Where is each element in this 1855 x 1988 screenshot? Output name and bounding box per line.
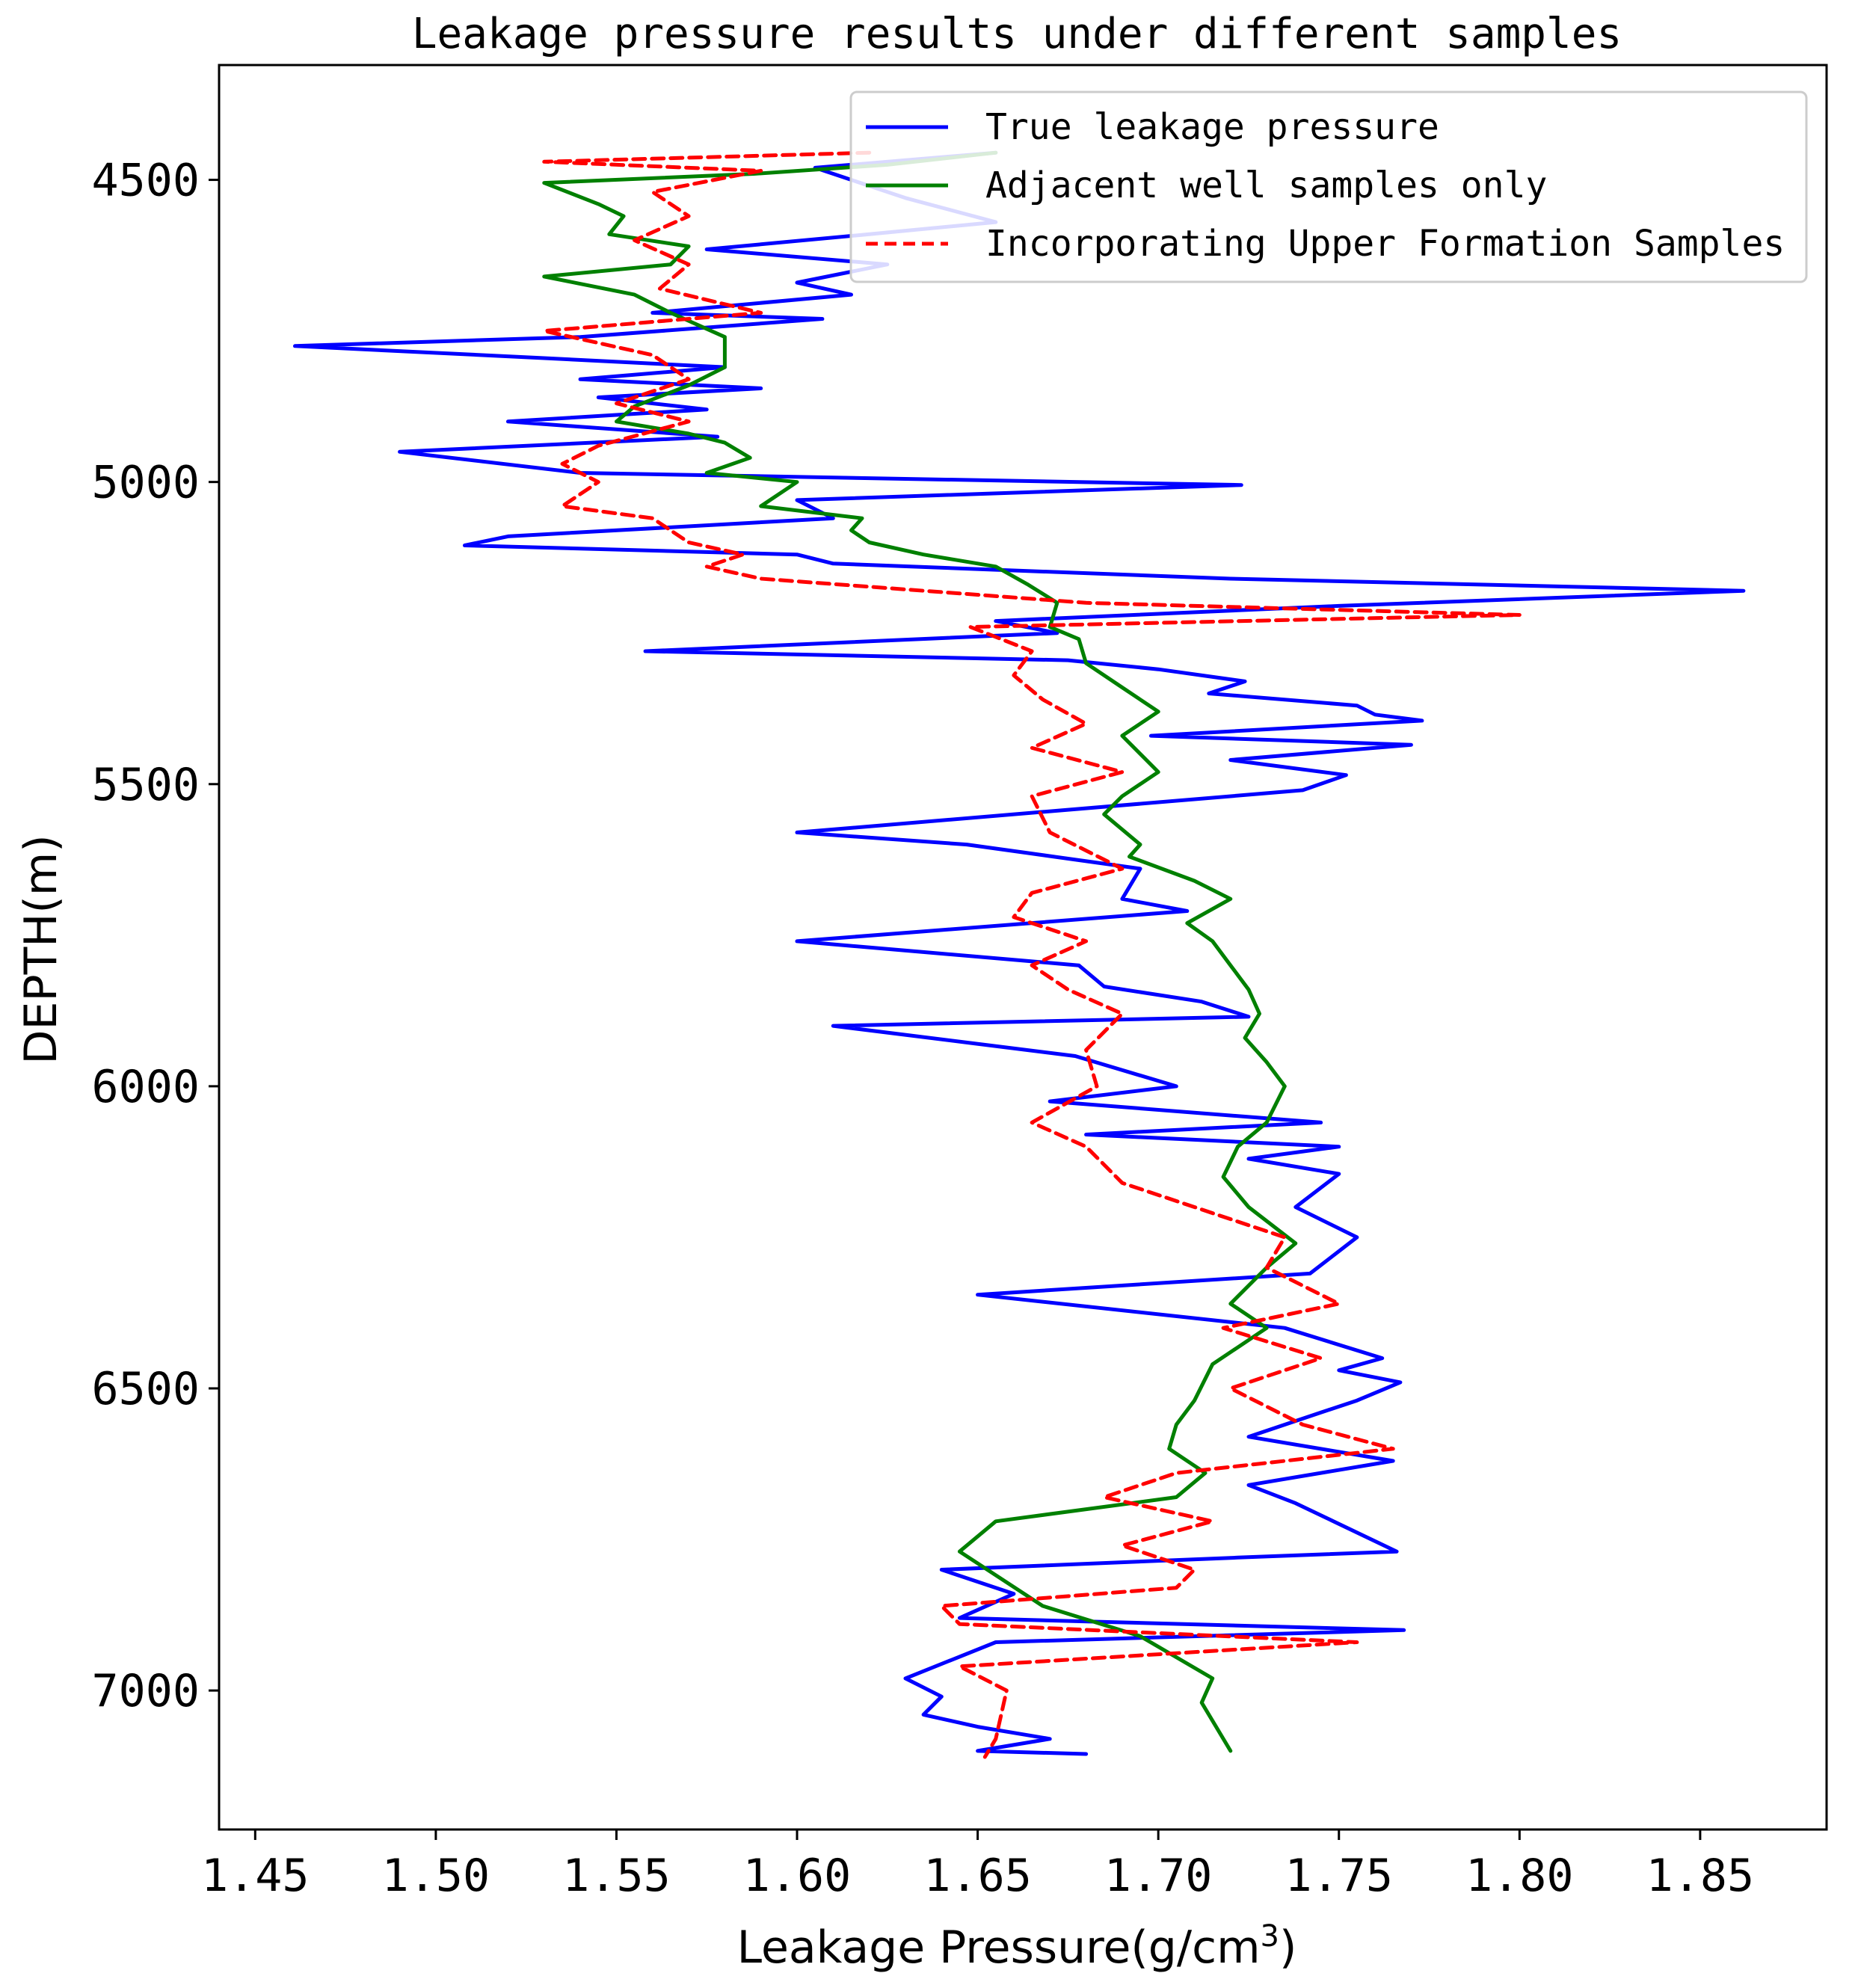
legend-label-1: True leakage pressure (985, 106, 1439, 148)
x-tick-label: 1.75 (1285, 1850, 1394, 1902)
x-tick-label: 1.60 (743, 1850, 852, 1902)
x-axis-label-main: Leakage Pressure(g/cm (737, 1921, 1261, 1974)
chart-title: Leakage pressure results under different… (412, 10, 1622, 58)
series-line-3 (542, 150, 1522, 1759)
x-tick-label: 1.80 (1465, 1850, 1574, 1902)
series-layer (293, 150, 1746, 1759)
series-line-1 (293, 150, 1746, 1756)
y-tick-label: 5000 (92, 457, 200, 509)
x-axis-label-close: ) (1279, 1921, 1296, 1974)
x-axis-label: Leakage Pressure(g/cm3) (737, 1919, 1297, 1974)
plot-frame (218, 64, 1828, 1831)
x-tick-label: 1.70 (1104, 1850, 1213, 1902)
legend: True leakage pressure Adjacent well sampl… (849, 90, 1808, 283)
legend-label-3: Incorporating Upper Formation Samples (985, 223, 1785, 265)
series-line-2 (542, 150, 1298, 1753)
legend-label-2: Adjacent well samples only (985, 164, 1547, 206)
y-axis: 4500 5000 5500 6000 6500 7000 (92, 155, 219, 1717)
x-tick-label: 1.65 (923, 1850, 1032, 1902)
y-tick-label: 4500 (92, 155, 200, 207)
y-tick-label: 7000 (92, 1665, 200, 1717)
x-tick-label: 1.85 (1646, 1850, 1755, 1902)
x-axis: 1.45 1.50 1.55 1.60 1.65 1.70 1.75 1.80 1.85 (201, 1829, 1754, 1902)
x-tick-label: 1.50 (382, 1850, 490, 1902)
x-axis-label-superscript: 3 (1261, 1919, 1279, 1954)
x-tick-label: 1.55 (562, 1850, 671, 1902)
y-tick-label: 6000 (92, 1061, 200, 1113)
y-axis-label: DEPTH(m) (15, 834, 67, 1064)
y-tick-label: 6500 (92, 1363, 200, 1415)
x-tick-label: 1.45 (201, 1850, 310, 1902)
legend-box (849, 90, 1808, 283)
y-tick-label: 5500 (92, 759, 200, 811)
